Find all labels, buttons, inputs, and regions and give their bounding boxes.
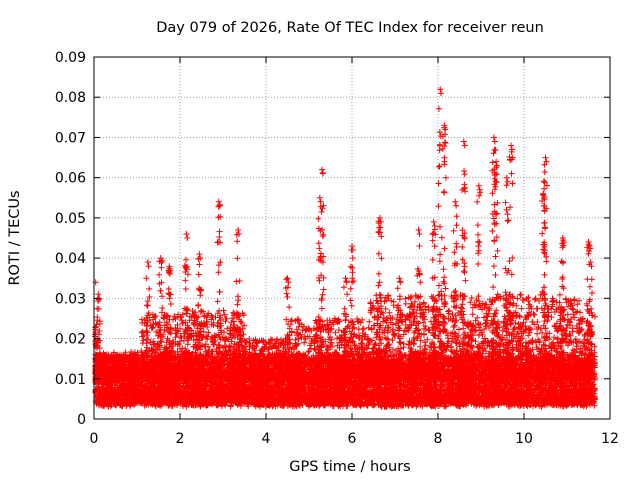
x-tick-label: 10 (515, 431, 533, 447)
y-tick-label: 0.01 (55, 372, 86, 388)
y-tick-label: 0 (77, 412, 86, 428)
y-axis-label: ROTI / TECUs (7, 190, 23, 285)
y-tick-label: 0.04 (55, 251, 86, 267)
y-tick-label: 0.06 (55, 171, 86, 187)
y-tick-label: 0.03 (55, 291, 86, 307)
y-tick-label: 0.02 (55, 332, 86, 348)
axis-ticks: 0 0.01 0.02 0.03 0.04 0.05 0.06 0.07 0.08 0.09 0 2 4… (55, 50, 619, 447)
y-tick-label: 0.07 (55, 130, 86, 146)
x-tick-label: 6 (348, 431, 357, 447)
x-axis-label: GPS time / hours (289, 459, 410, 475)
y-tick-label: 0.08 (55, 90, 86, 106)
x-tick-label: 4 (262, 431, 271, 447)
chart-title: Day 079 of 2026, Rate Of TEC Index for r… (156, 20, 544, 36)
roti-point-markers (92, 86, 598, 410)
x-tick-label: 2 (176, 431, 185, 447)
y-tick-label: 0.05 (55, 211, 86, 227)
y-tick-label: 0.09 (55, 50, 86, 66)
x-tick-label: 0 (90, 431, 99, 447)
data-points (92, 86, 598, 410)
x-tick-label: 8 (434, 431, 443, 447)
x-tick-label: 12 (601, 431, 619, 447)
